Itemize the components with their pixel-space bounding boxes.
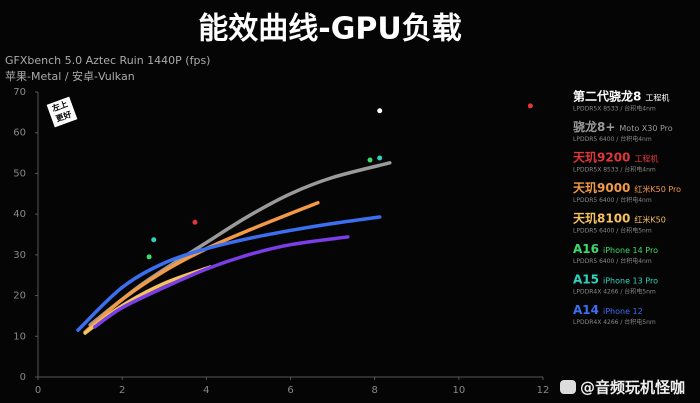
- legend-label: 天玑9000: [573, 181, 630, 195]
- legend-note: 工程机: [645, 93, 669, 103]
- y-tick-label: 50: [13, 168, 26, 179]
- y-tick-label: 40: [13, 209, 26, 220]
- data-point: [367, 157, 373, 163]
- legend-label: 天玑8100: [573, 212, 630, 226]
- y-tick-label: 30: [13, 250, 26, 261]
- series-line: [83, 200, 320, 334]
- legend-spec: LPDDR5 6400 / 台积电5nm: [573, 227, 652, 235]
- legend-spec: LPDDR5 6400 / 台积电4nm: [573, 257, 652, 265]
- y-tick-label: 60: [13, 128, 26, 139]
- y-tick-label: 10: [13, 331, 26, 342]
- x-tick-label: 0: [35, 385, 41, 396]
- legend-note: 红米K50: [634, 215, 665, 225]
- legend-spec: LPDDR5X 8533 / 台积电4nm: [573, 105, 656, 113]
- legend-note: iPhone 12: [603, 307, 643, 316]
- legend-note: 工程机: [634, 154, 658, 164]
- data-point: [377, 108, 383, 114]
- legend-note: iPhone 14 Pro: [603, 246, 658, 255]
- x-tick-label: 2: [119, 385, 125, 396]
- x-tick-label: 8: [371, 385, 377, 396]
- series-line: [76, 215, 382, 332]
- legend-spec: LPDDR4X 4266 / 台积电5nm: [573, 318, 656, 326]
- data-point: [146, 254, 152, 260]
- legend-note: iPhone 13 Pro: [603, 277, 658, 286]
- watermark: @音频玩机怪咖: [580, 379, 685, 397]
- chart-title: 能效曲线-GPU负载: [198, 12, 461, 47]
- y-tick-label: 70: [13, 87, 26, 98]
- data-point: [192, 219, 198, 225]
- legend-note: Moto X30 Pro: [619, 124, 672, 133]
- legend-label: A14: [573, 303, 599, 317]
- x-tick-label: 4: [203, 385, 209, 396]
- subtitle: 苹果-Metal / 安卓-Vulkan: [5, 69, 135, 83]
- legend-label: 骁龙8+: [573, 119, 615, 134]
- legend-spec: LPDDR5 6400 / 台积电4nm: [573, 135, 652, 143]
- legend-label: A16: [573, 242, 599, 256]
- legend-spec: LPDDR5X 8533 / 台积电4nm: [573, 166, 656, 174]
- data-point: [151, 237, 157, 243]
- legend-label: 天玑9200: [573, 151, 630, 165]
- legend-label: 第二代骁龙8: [573, 89, 641, 104]
- legend-note: 红米K50 Pro: [634, 184, 681, 194]
- legend-spec: LPDDR5 6400 / 台积电4nm: [573, 196, 652, 204]
- y-tick-label: 0: [20, 372, 26, 383]
- x-tick-label: 6: [287, 385, 293, 396]
- legend-label: A15: [573, 273, 599, 287]
- y-tick-label: 20: [13, 291, 26, 302]
- x-tick-label: 10: [452, 385, 465, 396]
- legend-spec: LPDDR4X 4266 / 台积电5nm: [573, 288, 656, 296]
- data-point: [377, 155, 383, 161]
- x-tick-label: 12: [537, 385, 550, 396]
- badge-shape: [46, 96, 78, 128]
- subtitle: GFXbench 5.0 Aztec Ruin 1440P (fps): [5, 54, 210, 67]
- data-point: [527, 103, 533, 109]
- series-line: [93, 235, 350, 329]
- watermark-icon: [560, 380, 576, 394]
